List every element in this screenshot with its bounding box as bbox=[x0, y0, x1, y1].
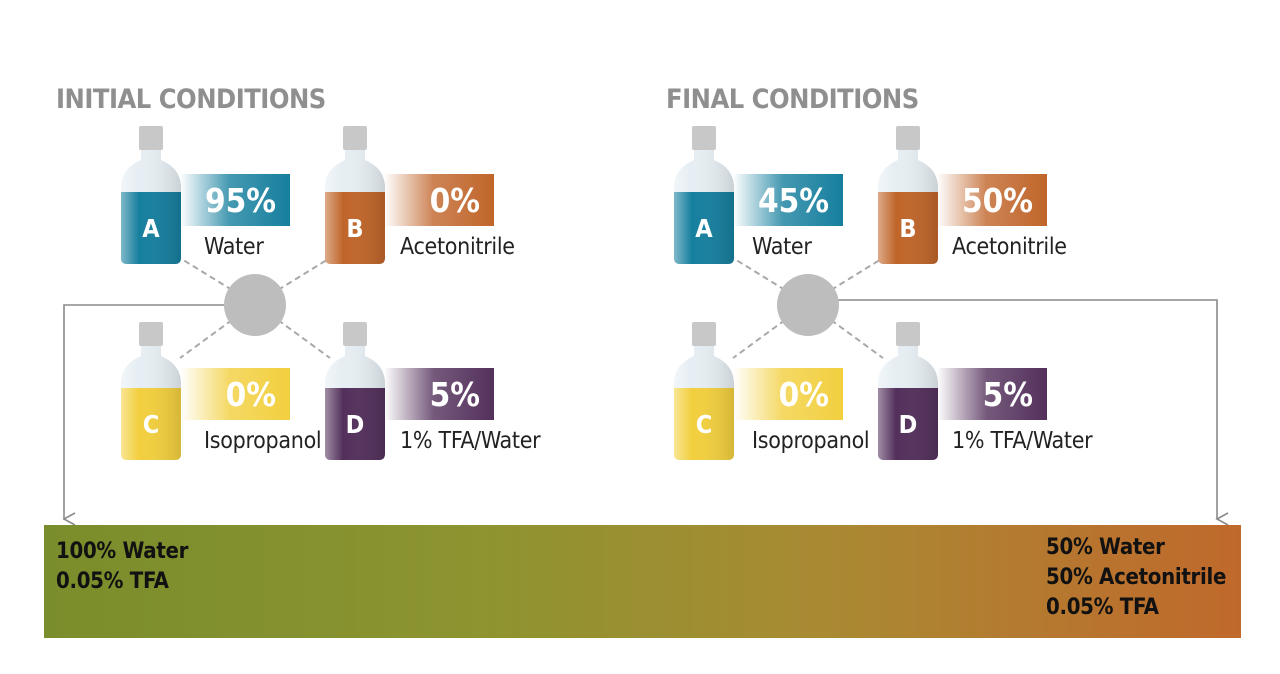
final-link-a bbox=[732, 257, 786, 291]
solvent-gradient-bar: 100% Water 0.05% TFA 50% Water 50% Aceto… bbox=[44, 525, 1241, 638]
bottle-graphic bbox=[674, 322, 734, 460]
bottle-graphic bbox=[121, 126, 181, 264]
initial-link-a bbox=[179, 257, 233, 291]
initial-solvent-b: Acetonitrile bbox=[400, 234, 515, 260]
bottle-graphic bbox=[878, 322, 938, 460]
bottle-graphic bbox=[325, 322, 385, 460]
bottle-letter-c: C bbox=[695, 410, 713, 439]
final-mixer-hub bbox=[777, 274, 839, 336]
initial-bottle-c: C bbox=[120, 322, 182, 462]
gradient-end-line: 50% Acetonitrile bbox=[1046, 565, 1227, 590]
final-percent-a: 45% bbox=[733, 174, 843, 226]
bottle-cap bbox=[139, 126, 163, 150]
bottle-cap bbox=[896, 322, 920, 346]
final-percent-c: 0% bbox=[733, 368, 843, 420]
bottle-letter-a: A bbox=[695, 214, 713, 243]
final-bottle-d: D bbox=[877, 322, 939, 462]
bottle-graphic bbox=[674, 126, 734, 264]
initial-solvent-d: 1% TFA/Water bbox=[400, 428, 541, 454]
initial-solvent-a: Water bbox=[204, 234, 264, 260]
initial-bottle-b: B bbox=[324, 126, 386, 266]
bottle-cap bbox=[139, 322, 163, 346]
bottle-letter-d: D bbox=[898, 410, 918, 439]
initial-solvent-c: Isopropanol bbox=[204, 428, 322, 454]
final-conditions-title: FINAL CONDITIONS bbox=[666, 84, 919, 115]
gradient-end-line: 50% Water bbox=[1046, 535, 1165, 560]
final-flow-arrow bbox=[838, 299, 1229, 526]
initial-conditions-title: INITIAL CONDITIONS bbox=[56, 84, 326, 115]
bottle-letter-c: C bbox=[142, 410, 160, 439]
final-solvent-d: 1% TFA/Water bbox=[952, 428, 1093, 454]
initial-link-c bbox=[179, 319, 233, 359]
initial-percent-d: 5% bbox=[384, 368, 494, 420]
gradient-start-line: 0.05% TFA bbox=[56, 569, 169, 594]
bottle-cap bbox=[343, 126, 367, 150]
initial-bottle-a: A bbox=[120, 126, 182, 266]
final-solvent-c: Isopropanol bbox=[752, 428, 870, 454]
final-percent-d: 5% bbox=[937, 368, 1047, 420]
initial-bottle-d: D bbox=[324, 322, 386, 462]
gradient-start-composition: 100% Water 0.05% TFA bbox=[56, 537, 188, 597]
final-bottle-c: C bbox=[673, 322, 735, 462]
final-bottle-b: B bbox=[877, 126, 939, 266]
bottle-letter-d: D bbox=[345, 410, 365, 439]
final-solvent-b: Acetonitrile bbox=[952, 234, 1067, 260]
bottle-letter-b: B bbox=[899, 214, 917, 243]
initial-percent-c: 0% bbox=[180, 368, 290, 420]
initial-percent-a: 95% bbox=[180, 174, 290, 226]
gradient-end-composition: 50% Water 50% Acetonitrile 0.05% TFA bbox=[1046, 533, 1226, 623]
bottle-graphic bbox=[121, 322, 181, 460]
bottle-cap bbox=[343, 322, 367, 346]
initial-flow-arrow bbox=[62, 304, 224, 526]
bottle-graphic bbox=[878, 126, 938, 264]
bottle-cap bbox=[692, 322, 716, 346]
final-percent-b: 50% bbox=[937, 174, 1047, 226]
bottle-cap bbox=[896, 126, 920, 150]
final-link-d bbox=[830, 319, 884, 359]
final-bottle-a: A bbox=[673, 126, 735, 266]
initial-link-b bbox=[277, 257, 331, 291]
initial-mixer-hub bbox=[224, 274, 286, 336]
bottle-letter-a: A bbox=[142, 214, 160, 243]
gradient-start-line: 100% Water bbox=[56, 539, 189, 564]
initial-percent-b: 0% bbox=[384, 174, 494, 226]
gradient-end-line: 0.05% TFA bbox=[1046, 595, 1159, 620]
bottle-cap bbox=[692, 126, 716, 150]
bottle-letter-b: B bbox=[346, 214, 364, 243]
initial-link-d bbox=[277, 319, 331, 359]
bottle-graphic bbox=[325, 126, 385, 264]
final-link-c bbox=[732, 319, 786, 359]
final-solvent-a: Water bbox=[752, 234, 812, 260]
final-link-b bbox=[830, 257, 884, 291]
